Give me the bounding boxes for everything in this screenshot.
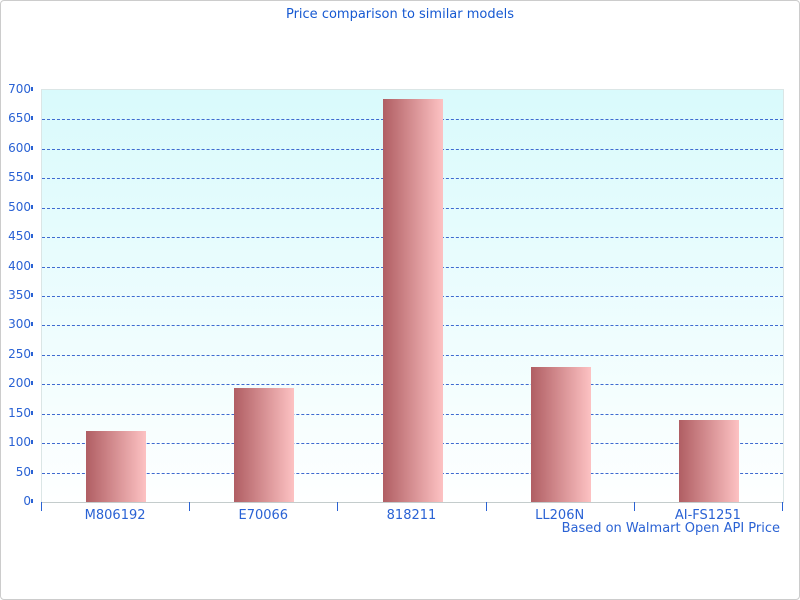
y-axis-label-150: 150 [8, 405, 31, 420]
y-axis-label-650: 650 [8, 111, 31, 126]
x-axis-label-E70066: E70066 [238, 508, 289, 523]
plot-area [41, 89, 784, 503]
y-axis-tick-250 [31, 351, 33, 356]
y-axis-tick-600 [31, 145, 33, 150]
y-axis-tick-300 [31, 322, 33, 327]
y-axis-tick-650 [31, 116, 33, 121]
y-axis-label-400: 400 [8, 258, 31, 273]
y-axis-tick-150 [31, 410, 33, 415]
x-axis-tick-2 [337, 502, 339, 511]
y-axis-tick-400 [31, 263, 33, 268]
y-axis-label-100: 100 [8, 435, 31, 450]
bar-818211 [382, 99, 443, 502]
y-axis-tick-700 [31, 87, 33, 91]
y-axis-label-500: 500 [8, 199, 31, 214]
chart-caption: Based on Walmart Open API Price [561, 521, 780, 536]
y-axis-label-450: 450 [8, 229, 31, 244]
y-axis-label-600: 600 [8, 140, 31, 155]
y-axis-label-250: 250 [8, 346, 31, 361]
y-axis-label-0: 0 [23, 494, 31, 508]
y-axis-tick-50 [31, 469, 33, 474]
x-axis-label-818211: 818211 [386, 508, 437, 523]
y-axis-label-700: 700 [8, 82, 31, 96]
bar-M806192 [86, 431, 147, 502]
y-axis-tick-0 [31, 499, 33, 503]
bar-E70066 [234, 388, 295, 502]
y-axis-tick-100 [31, 440, 33, 445]
x-axis-tick-4 [633, 502, 635, 511]
y-axis-tick-500 [31, 204, 33, 209]
bar-LL206N [530, 366, 591, 502]
y-axis-label-550: 550 [8, 170, 31, 185]
x-axis-tick-5 [782, 502, 783, 511]
y-axis-label-200: 200 [8, 376, 31, 391]
x-axis-tick-1 [189, 502, 191, 511]
x-axis-label-LL206N: LL206N [535, 508, 585, 523]
chart-title: Price comparison to similar models [285, 7, 515, 22]
x-axis-label-AI-FS1251: AI-FS1251 [674, 508, 741, 523]
x-axis-label-M806192: M806192 [84, 508, 146, 523]
y-axis-tick-350 [31, 293, 33, 297]
x-axis-tick-3 [485, 502, 487, 511]
y-axis-label-50: 50 [15, 464, 31, 479]
y-axis-tick-450 [31, 234, 33, 239]
y-axis-tick-550 [31, 175, 33, 180]
y-axis-tick-200 [31, 381, 33, 386]
bar-AI-FS1251 [678, 419, 739, 502]
y-axis-label-350: 350 [8, 288, 31, 302]
y-axis-label-300: 300 [8, 317, 31, 332]
x-axis-tick-0 [41, 502, 42, 511]
